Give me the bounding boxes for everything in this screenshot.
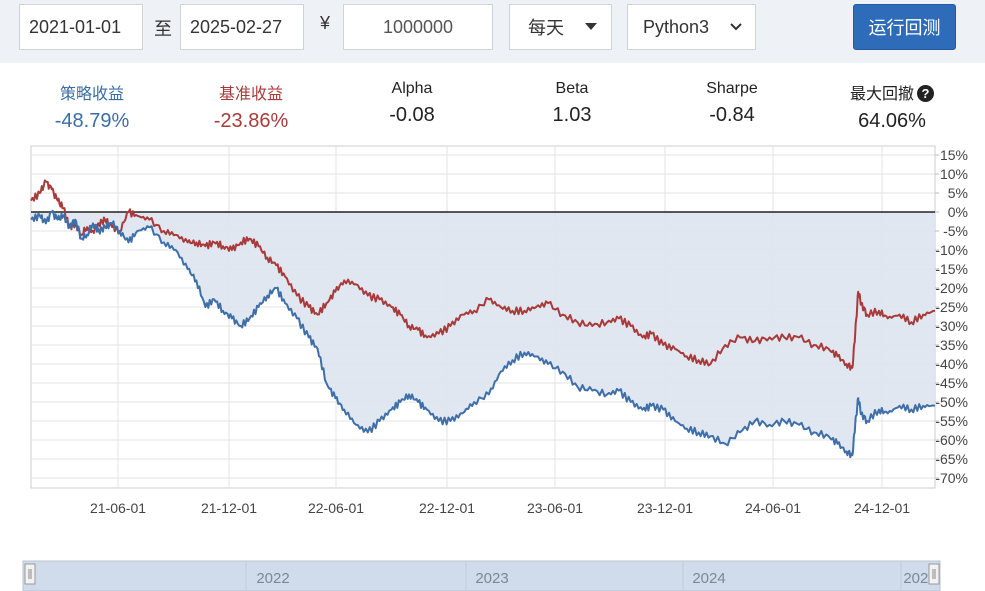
y-tick-label: -65%: [935, 451, 968, 467]
stat-max-drawdown: 最大回撤? 64.06%: [822, 80, 962, 133]
caret-down-icon: [585, 23, 597, 30]
strategy-return-line: [30, 209, 936, 459]
stat-value: -48.79%: [54, 110, 130, 132]
y-tick-label: -25%: [935, 299, 968, 315]
frequency-select[interactable]: 每天: [509, 4, 612, 50]
end-date-input[interactable]: 2025-02-27: [180, 4, 304, 50]
y-tick-label: -70%: [935, 470, 968, 486]
x-tick-label: 24-06-01: [745, 500, 801, 516]
y-tick-label: -45%: [935, 375, 968, 391]
navigator-year-label: 2023: [475, 570, 508, 587]
stat-name: 策略收益: [59, 86, 124, 103]
x-tick-label: 21-12-01: [201, 500, 257, 516]
frequency-value: 每天: [528, 18, 564, 38]
strategy-area-fill: [31, 210, 935, 458]
y-tick-label: -5%: [943, 223, 968, 239]
y-tick-label: -55%: [935, 413, 968, 429]
range-navigator[interactable]: 2022 2023 2024 2025: [22, 560, 941, 591]
y-tick-label: -50%: [935, 394, 968, 410]
x-tick-label: 24-12-01: [854, 500, 910, 516]
y-tick-label: 5%: [948, 185, 968, 201]
stat-name: Beta: [555, 80, 589, 97]
navigator-year-label: 2025: [903, 570, 936, 587]
stat-value: 64.06%: [858, 110, 926, 132]
stat-value: -0.08: [389, 104, 435, 126]
language-value: Python3: [643, 16, 710, 37]
stat-name: 基准收益: [218, 86, 283, 103]
chevron-down-icon: [730, 23, 742, 31]
stat-benchmark-return: 基准收益 -23.86%: [181, 80, 321, 133]
y-tick-label: -35%: [935, 337, 968, 353]
y-tick-label: 0%: [948, 204, 968, 220]
y-tick-label: -60%: [935, 432, 968, 448]
y-tick-label: -40%: [935, 356, 968, 372]
y-tick-label: 15%: [940, 147, 968, 163]
help-icon[interactable]: ?: [917, 85, 934, 102]
stat-value: -0.84: [709, 104, 755, 126]
start-date-input[interactable]: 2021-01-01: [19, 4, 143, 50]
navigator-year-label: 2022: [256, 570, 289, 587]
end-date-value: 2025-02-27: [190, 16, 283, 37]
navigator-left-handle[interactable]: [24, 563, 36, 585]
backtest-toolbar: 2021-01-01 至 2025-02-27 ¥ 1000000 每天 Pyt…: [0, 0, 985, 63]
x-tick-label: 22-12-01: [419, 500, 475, 516]
x-tick-label: 23-12-01: [637, 500, 693, 516]
stat-value: -23.86%: [213, 110, 289, 132]
currency-symbol: ¥: [320, 13, 331, 33]
x-tick-label: 23-06-01: [527, 500, 583, 516]
stat-sharpe: Sharpe -0.84: [662, 80, 802, 127]
y-tick-label: 10%: [940, 166, 968, 182]
stat-strategy-return: 策略收益 -48.79%: [22, 80, 162, 133]
benchmark-return-line: [30, 179, 936, 371]
y-tick-label: -10%: [935, 242, 968, 258]
x-tick-label: 21-06-01: [90, 500, 146, 516]
stat-alpha: Alpha -0.08: [342, 80, 482, 127]
start-date-value: 2021-01-01: [29, 16, 122, 37]
stat-value: 1.03: [552, 104, 592, 126]
y-tick-label: -15%: [935, 261, 968, 277]
y-tick-label: -30%: [935, 318, 968, 334]
stat-beta: Beta 1.03: [502, 80, 642, 127]
initial-capital-input[interactable]: 1000000: [343, 4, 493, 50]
stat-name-row: 最大回撤?: [822, 80, 962, 104]
date-range-separator: 至: [154, 19, 172, 39]
run-backtest-label: 运行回测: [868, 18, 941, 38]
x-tick-label: 22-06-01: [308, 500, 364, 516]
initial-capital-value: 1000000: [382, 16, 454, 37]
run-backtest-button[interactable]: 运行回测: [853, 4, 956, 50]
stat-name: 最大回撤: [849, 86, 914, 103]
navigator-right-handle[interactable]: [928, 563, 940, 585]
language-select[interactable]: Python3: [627, 4, 756, 50]
stat-name: Alpha: [391, 80, 433, 97]
navigator-year-label: 2024: [692, 570, 725, 587]
stat-name: Sharpe: [706, 80, 758, 97]
y-tick-label: -20%: [935, 280, 968, 296]
